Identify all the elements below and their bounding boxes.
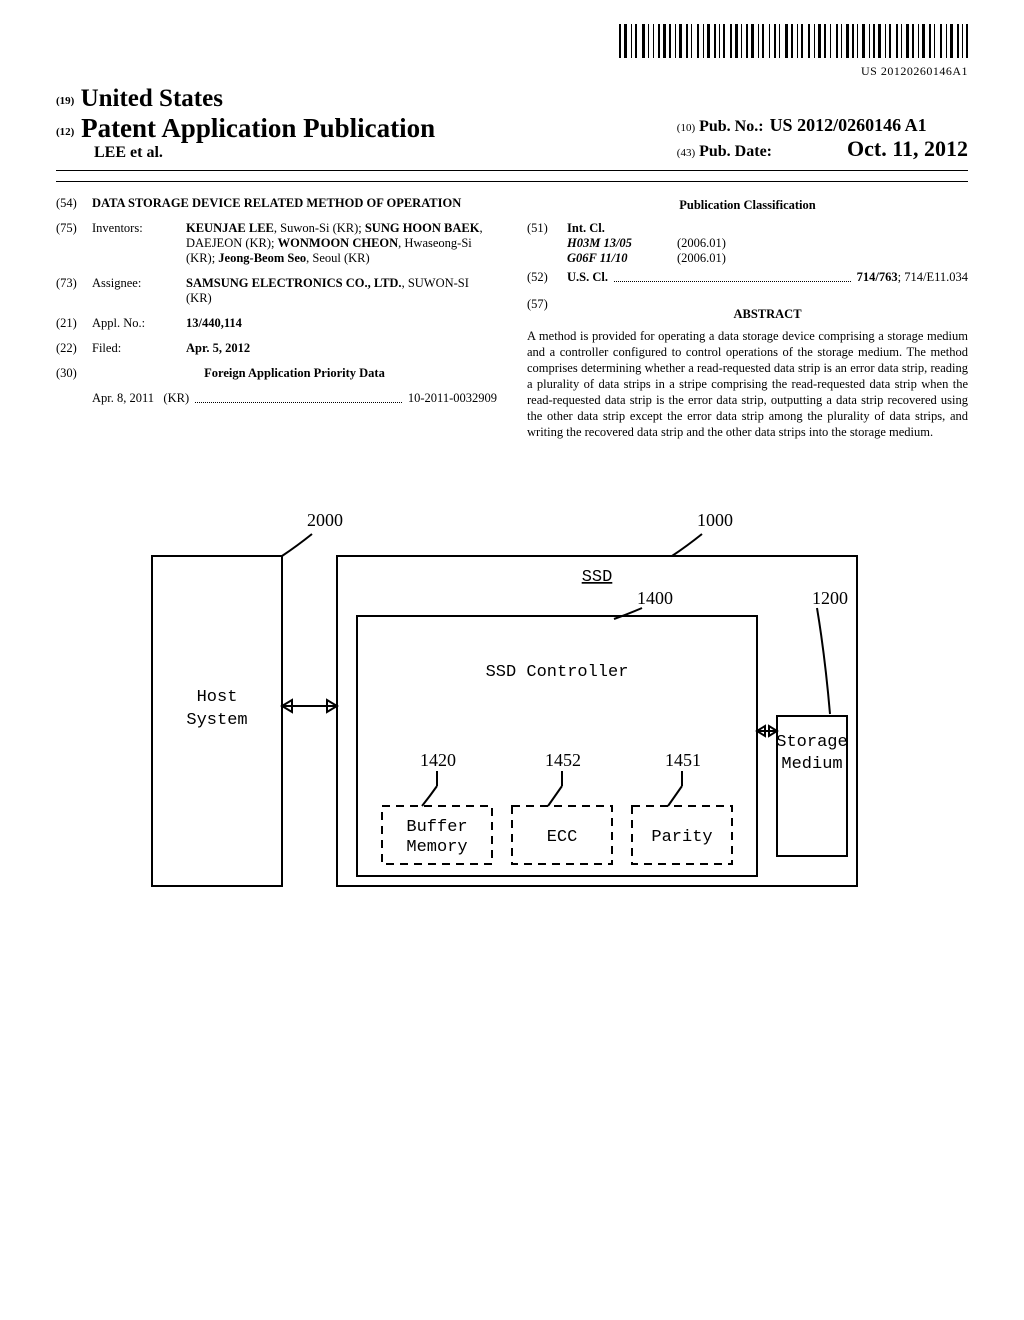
hdr-code-43: (43) (677, 147, 695, 159)
storage-label-1: Storage (776, 733, 847, 752)
pub-no-value: US 2012/0260146 A1 (770, 115, 927, 136)
pub-date-label: Pub. Date: (699, 143, 772, 161)
foreign-date: Apr. 8, 2011 (92, 391, 154, 406)
abstract-title: ABSTRACT (567, 307, 968, 322)
code-75: (75) (56, 221, 92, 266)
biblio-columns: (54) DATA STORAGE DEVICE RELATED METHOD … (56, 196, 968, 440)
code-57: (57) (527, 297, 567, 328)
intcl-1-ver: (2006.01) (677, 251, 726, 266)
foreign-title: Foreign Application Priority Data (92, 366, 497, 381)
foreign-country: (KR) (163, 391, 189, 406)
appl-value: 13/440,114 (186, 316, 497, 331)
code-54: (54) (56, 196, 92, 211)
n2000: 2000 (307, 510, 343, 530)
code-51: (51) (527, 221, 567, 266)
leader-1000 (672, 534, 702, 556)
buffer-label-1: Buffer (406, 818, 467, 837)
hdr-code-19: (19) (56, 95, 74, 107)
barcode-graphic (619, 24, 968, 58)
ssd-label: SSD (582, 568, 613, 587)
leader-1420b (422, 786, 437, 806)
barcode-block: US 20120260146A1 (56, 24, 968, 79)
leader-2000 (282, 534, 312, 556)
n1452: 1452 (545, 750, 581, 770)
code-73: (73) (56, 276, 92, 306)
intcl-label: Int. Cl. (567, 221, 968, 236)
assignee-label: Assignee: (92, 276, 186, 306)
divider-thick (56, 170, 968, 171)
n1451: 1451 (665, 750, 701, 770)
n1420: 1420 (420, 750, 456, 770)
barcode-text: US 20120260146A1 (56, 64, 968, 79)
n1000: 1000 (697, 510, 733, 530)
hdr-pub-type: Patent Application Publication (81, 113, 435, 143)
hdr-code-10: (10) (677, 122, 695, 134)
biblio-left: (54) DATA STORAGE DEVICE RELATED METHOD … (56, 196, 497, 440)
leader-1452b (548, 786, 562, 806)
ctrl-label: SSD Controller (486, 663, 629, 682)
n1400: 1400 (637, 588, 673, 608)
n1200: 1200 (812, 588, 848, 608)
parity-label: Parity (651, 828, 712, 847)
pub-no-label: Pub. No.: (699, 118, 763, 136)
leader-1451b (668, 786, 682, 806)
foreign-num: 10-2011-0032909 (408, 391, 497, 406)
intcl-0-ver: (2006.01) (677, 236, 726, 251)
uscl-bold: 714/763 (857, 270, 898, 284)
dots-icon (614, 270, 851, 282)
hdr-country: United States (81, 85, 223, 112)
uscl-label: U.S. Cl. (567, 270, 608, 285)
code-52: (52) (527, 270, 567, 285)
invention-title: DATA STORAGE DEVICE RELATED METHOD OF OP… (92, 196, 497, 211)
divider-thin (56, 181, 968, 182)
assignee-value: SAMSUNG ELECTRONICS CO., LTD., SUWON-SI … (186, 276, 497, 306)
storage-label-2: Medium (781, 755, 842, 774)
leader-1200 (817, 608, 830, 714)
figure-block: Host System 2000 SSD 1000 SSD Controller… (56, 486, 968, 916)
buffer-label-2: Memory (406, 838, 467, 857)
ecc-label: ECC (547, 828, 578, 847)
host-label-1: Host (197, 688, 238, 707)
appl-label: Appl. No.: (92, 316, 186, 331)
hdr-code-12: (12) (56, 126, 74, 138)
filed-label: Filed: (92, 341, 186, 356)
intcl-0-code: H03M 13/05 (567, 236, 677, 251)
host-label-2: System (186, 711, 247, 730)
abstract-text: A method is provided for operating a dat… (527, 328, 968, 440)
hdr-authors: LEE et al. (56, 144, 435, 162)
leader-1400 (614, 608, 642, 619)
uscl-rest: ; 714/E11.034 (898, 270, 968, 284)
inventors-value: KEUNJAE LEE, Suwon-Si (KR); SUNG HOON BA… (186, 221, 497, 266)
biblio-right: Publication Classification (51) Int. Cl.… (527, 196, 968, 440)
code-21: (21) (56, 316, 92, 331)
intcl-1-code: G06F 11/10 (567, 251, 677, 266)
figure-svg: Host System 2000 SSD 1000 SSD Controller… (142, 486, 882, 916)
header-block: (19) United States (12) Patent Applicati… (56, 85, 968, 162)
pub-date-value: Oct. 11, 2012 (778, 136, 968, 162)
classification-title: Publication Classification (527, 198, 968, 213)
code-30: (30) (56, 366, 92, 381)
dots-icon (195, 391, 402, 403)
code-22: (22) (56, 341, 92, 356)
inventors-label: Inventors: (92, 221, 186, 266)
filed-value: Apr. 5, 2012 (186, 341, 497, 356)
